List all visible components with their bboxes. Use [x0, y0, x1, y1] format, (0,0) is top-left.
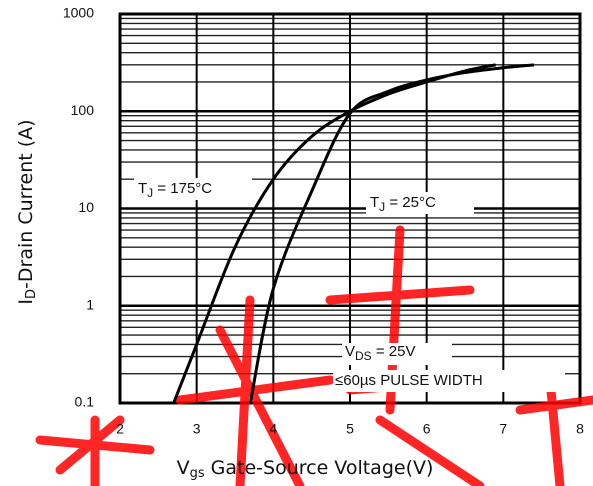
label-sub: J [147, 186, 153, 200]
label-bg [134, 178, 252, 200]
label-main: V [177, 457, 190, 479]
grid [118, 12, 582, 405]
x-tick-label: 3 [193, 421, 201, 437]
label-main: T [138, 180, 147, 197]
label-sub: D [24, 289, 39, 299]
note-rest: = 25V [372, 343, 416, 360]
x-tick-label: 2 [116, 421, 124, 437]
x-tick-label: 8 [576, 421, 584, 437]
x-axis-title: Vgs Gate-Source Voltage(V) [177, 457, 434, 481]
label-rest: = 175°C [153, 180, 212, 197]
note: ≤60µs PULSE WIDTH [335, 372, 483, 389]
label-main: I [15, 299, 37, 305]
watermark [35, 225, 593, 486]
label-sub: gs [190, 466, 205, 481]
label-rest: Gate-Source Voltage(V) [205, 457, 434, 479]
label-main: T [370, 194, 379, 211]
label-rest: = 25°C [385, 194, 436, 211]
series-label: TJ = 175°C [138, 180, 212, 200]
y-tick-label: 100 [71, 102, 95, 118]
watermark-stroke [325, 225, 485, 486]
curves [172, 63, 535, 404]
y-tick-label: 1000 [63, 5, 94, 21]
curve [248, 63, 535, 404]
watermark-stroke [175, 295, 335, 486]
x-tick-label: 5 [346, 421, 354, 437]
label-bg [366, 192, 474, 214]
annotations: TJ = 175°C TJ = 25°C VDS = 25V ≤60µs PUL… [134, 178, 565, 392]
y-tick-label: 1 [86, 296, 94, 312]
watermark-stroke [515, 375, 593, 486]
y-tick-label: 0.1 [75, 394, 95, 410]
label-rest: -Drain Current (A) [15, 119, 37, 289]
series-label: TJ = 25°C [370, 194, 436, 214]
note-main: V [345, 343, 355, 360]
y-tick-label: 10 [78, 199, 94, 215]
label-sub: J [379, 200, 385, 214]
watermark-stroke [35, 415, 155, 486]
note: VDS = 25V [345, 343, 415, 363]
x-tick-label: 6 [423, 421, 431, 437]
plot-frame [118, 12, 582, 405]
label-bg [342, 343, 452, 365]
y-axis-title: ID-Drain Current (A) [15, 119, 39, 304]
x-tick-label: 4 [269, 421, 277, 437]
note-sub: DS [355, 349, 372, 363]
label-bg [333, 370, 565, 392]
x-tick-label: 7 [499, 421, 507, 437]
